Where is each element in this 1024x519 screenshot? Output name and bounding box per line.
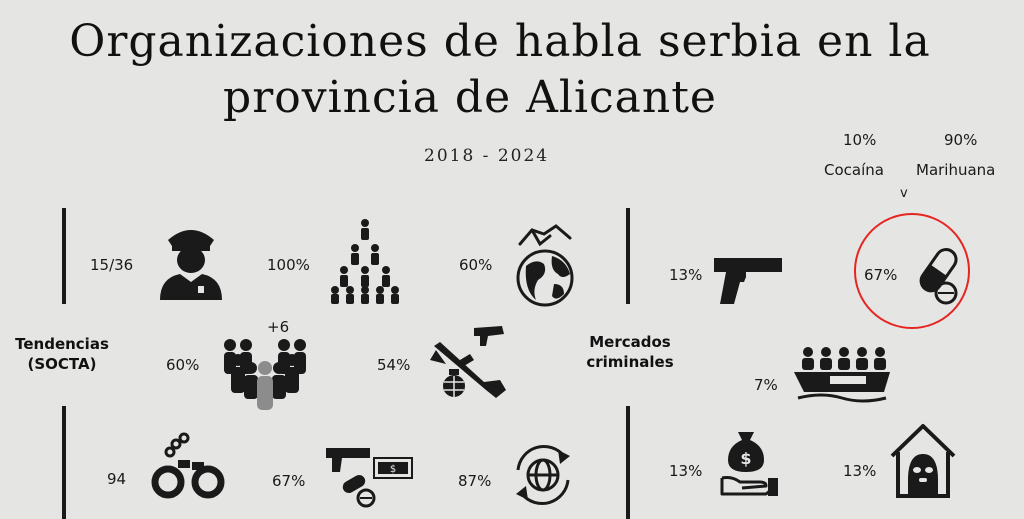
money-hand-value: 13% (669, 462, 703, 480)
police-officer-icon (160, 230, 222, 300)
weapons-icon (430, 326, 506, 398)
left-divider-top (62, 208, 66, 304)
criminal-group-icon (224, 339, 306, 410)
boat-value: 7% (754, 376, 778, 394)
globe-cycle-icon (516, 445, 570, 505)
title-line-2: provincia de Alicante (223, 72, 717, 123)
pistol-icon (714, 258, 782, 304)
weapons-value: 54% (377, 356, 411, 374)
cocaine-label: Cocaína (824, 161, 884, 179)
svg-text:$: $ (390, 464, 396, 475)
marihuana-label: Marihuana (916, 161, 996, 179)
section-label-tendencias: Tendencias (SOCTA) (15, 335, 109, 373)
money-bag-hand-icon: $ (720, 432, 778, 496)
globe-cycle-value: 87% (458, 472, 492, 490)
highlight-ring (854, 213, 970, 329)
right-divider-bottom (626, 406, 630, 519)
handcuffs-icon (151, 432, 225, 499)
pistol-value: 13% (669, 266, 703, 284)
page-title: Organizaciones de habla serbia en la pro… (0, 14, 1000, 126)
pills-value: 67% (864, 266, 898, 284)
house-value: 13% (843, 462, 877, 480)
migrant-boat-icon (794, 347, 890, 403)
section-label-mercados: Mercados criminales (586, 333, 674, 371)
right-divider-top (626, 208, 630, 304)
globe-handshake-icon (516, 224, 574, 307)
drugs-money-gun-icon: $ (326, 448, 413, 508)
police-value: 15/36 (90, 256, 134, 274)
subtitle-years: 2018 - 2024 (424, 146, 550, 166)
arrow-mark: v (900, 186, 908, 201)
pills-icon (919, 248, 958, 305)
hierarchy-pyramid-icon (331, 219, 399, 304)
marihuana-percent: 90% (944, 131, 978, 149)
handcuffs-value: 94 (107, 470, 127, 488)
title-line-1: Organizaciones de habla serbia en la (69, 16, 931, 67)
drugs-money-value: 67% (272, 472, 306, 490)
svg-text:$: $ (740, 449, 751, 468)
globe-handshake-value: 60% (459, 256, 493, 274)
hierarchy-value: 100% (267, 256, 310, 274)
house-robbery-icon (890, 424, 956, 498)
group-extra-count: +6 (267, 318, 290, 336)
cocaine-percent: 10% (843, 131, 877, 149)
left-divider-bottom (62, 406, 66, 519)
group-value: 60% (166, 356, 200, 374)
